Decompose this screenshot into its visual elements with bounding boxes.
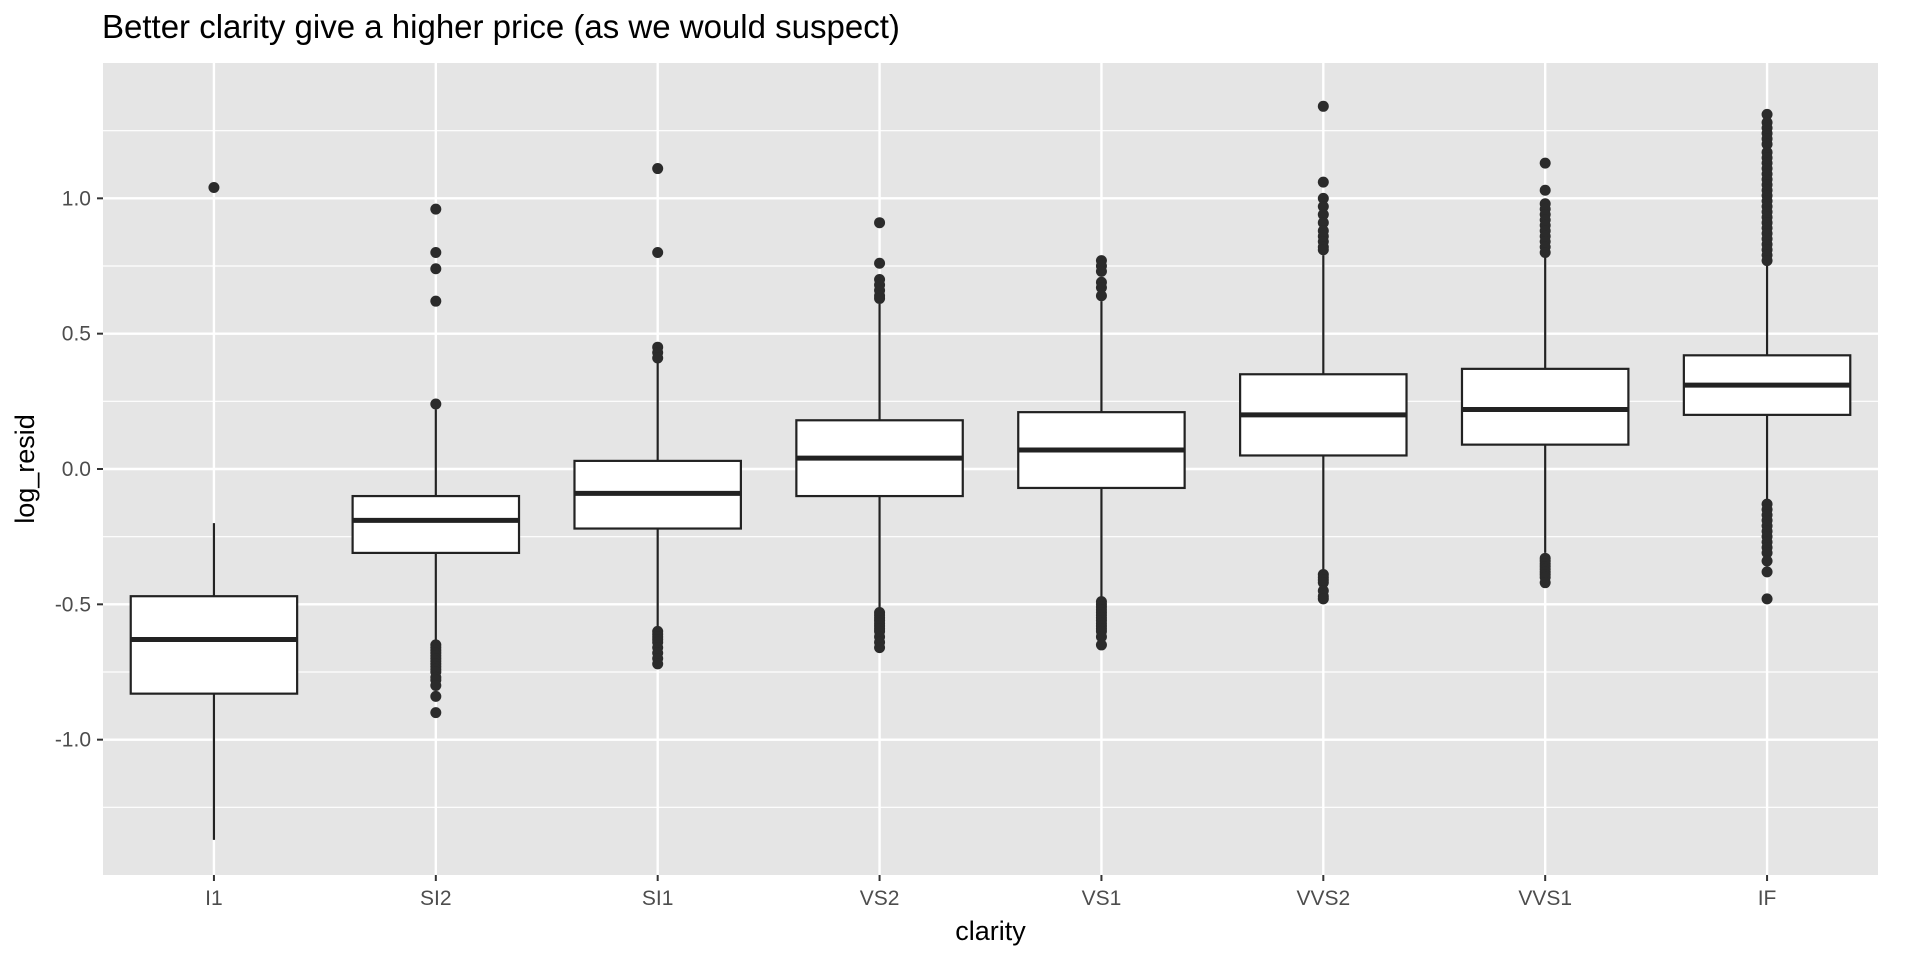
outlier-point [652, 352, 664, 364]
x-tick-label: SI1 [642, 887, 674, 910]
box-vs1 [1017, 255, 1186, 651]
outlier-point [1317, 593, 1329, 605]
x-tick-label: VVS2 [1296, 887, 1350, 910]
outlier-point [1317, 176, 1329, 188]
outlier-point [1317, 209, 1329, 221]
outlier-point [430, 707, 442, 719]
box-iqr [1460, 367, 1630, 446]
y-axis-ticks: -1.0 -0.5 0.0 0.5 1.0 [55, 187, 103, 752]
x-axis-ticks: I1 SI2 SI1 VS2 VS1 VVS2 VVS1 IF [205, 875, 1776, 910]
outlier-point [1317, 244, 1329, 256]
box-si1 [573, 163, 742, 670]
x-tick-label: I1 [205, 887, 223, 910]
box-si2 [351, 203, 521, 719]
x-axis-title: clarity [955, 916, 1026, 946]
outlier-point [1761, 547, 1773, 559]
outlier-point [1095, 265, 1107, 277]
outlier-point [1761, 255, 1773, 267]
y-tick-label: 1.0 [62, 187, 91, 210]
outlier-point [874, 642, 886, 654]
outlier-point [430, 690, 442, 702]
outlier-point [430, 203, 442, 215]
y-tick-label: -0.5 [55, 593, 91, 616]
outlier-point [1761, 108, 1773, 120]
outlier-point [1095, 639, 1107, 651]
x-tick-label: VS2 [860, 887, 900, 910]
outlier-point [430, 680, 442, 692]
box-if [1682, 108, 1852, 605]
outlier-point [208, 182, 220, 194]
outlier-point [1095, 290, 1107, 302]
box-iqr [351, 494, 521, 555]
outlier-point [1095, 282, 1107, 294]
box-vvs1 [1460, 157, 1630, 589]
outlier-point [1095, 631, 1107, 643]
outlier-point [1761, 555, 1773, 567]
outlier-point [652, 246, 664, 258]
box-vs2 [795, 217, 964, 654]
outlier-point [1317, 217, 1329, 229]
boxplots [129, 100, 1852, 840]
outlier-point [874, 292, 886, 304]
y-tick-label: 0.0 [62, 458, 91, 481]
x-tick-label: SI2 [420, 887, 452, 910]
outlier-point [430, 246, 442, 258]
outlier-point [430, 398, 442, 410]
x-tick-label: VVS1 [1518, 887, 1572, 910]
outlier-point [1317, 100, 1329, 112]
y-tick-label: 0.5 [62, 323, 91, 346]
outlier-point [1761, 593, 1773, 605]
outlier-point [652, 658, 664, 670]
y-tick-label: -1.0 [55, 729, 91, 752]
outlier-point [1317, 200, 1329, 212]
outlier-point [1761, 566, 1773, 578]
outlier-point [1317, 192, 1329, 204]
y-axis-title: log_resid [10, 414, 40, 524]
outlier-point [652, 163, 664, 175]
outlier-point [1539, 157, 1551, 169]
outlier-point [874, 217, 886, 229]
outlier-point [1761, 138, 1773, 150]
x-tick-label: IF [1758, 887, 1777, 910]
box-iqr [129, 595, 299, 695]
x-tick-label: VS1 [1082, 887, 1122, 910]
chart-title: Better clarity give a higher price (as w… [102, 8, 900, 45]
outlier-point [1317, 577, 1329, 589]
outlier-point [874, 257, 886, 269]
outlier-point [430, 295, 442, 307]
box-i1 [129, 182, 299, 840]
outlier-point [1539, 577, 1551, 589]
outlier-point [430, 263, 442, 275]
outlier-point [1539, 246, 1551, 258]
box-vvs2 [1239, 100, 1408, 605]
outlier-point [1539, 184, 1551, 196]
